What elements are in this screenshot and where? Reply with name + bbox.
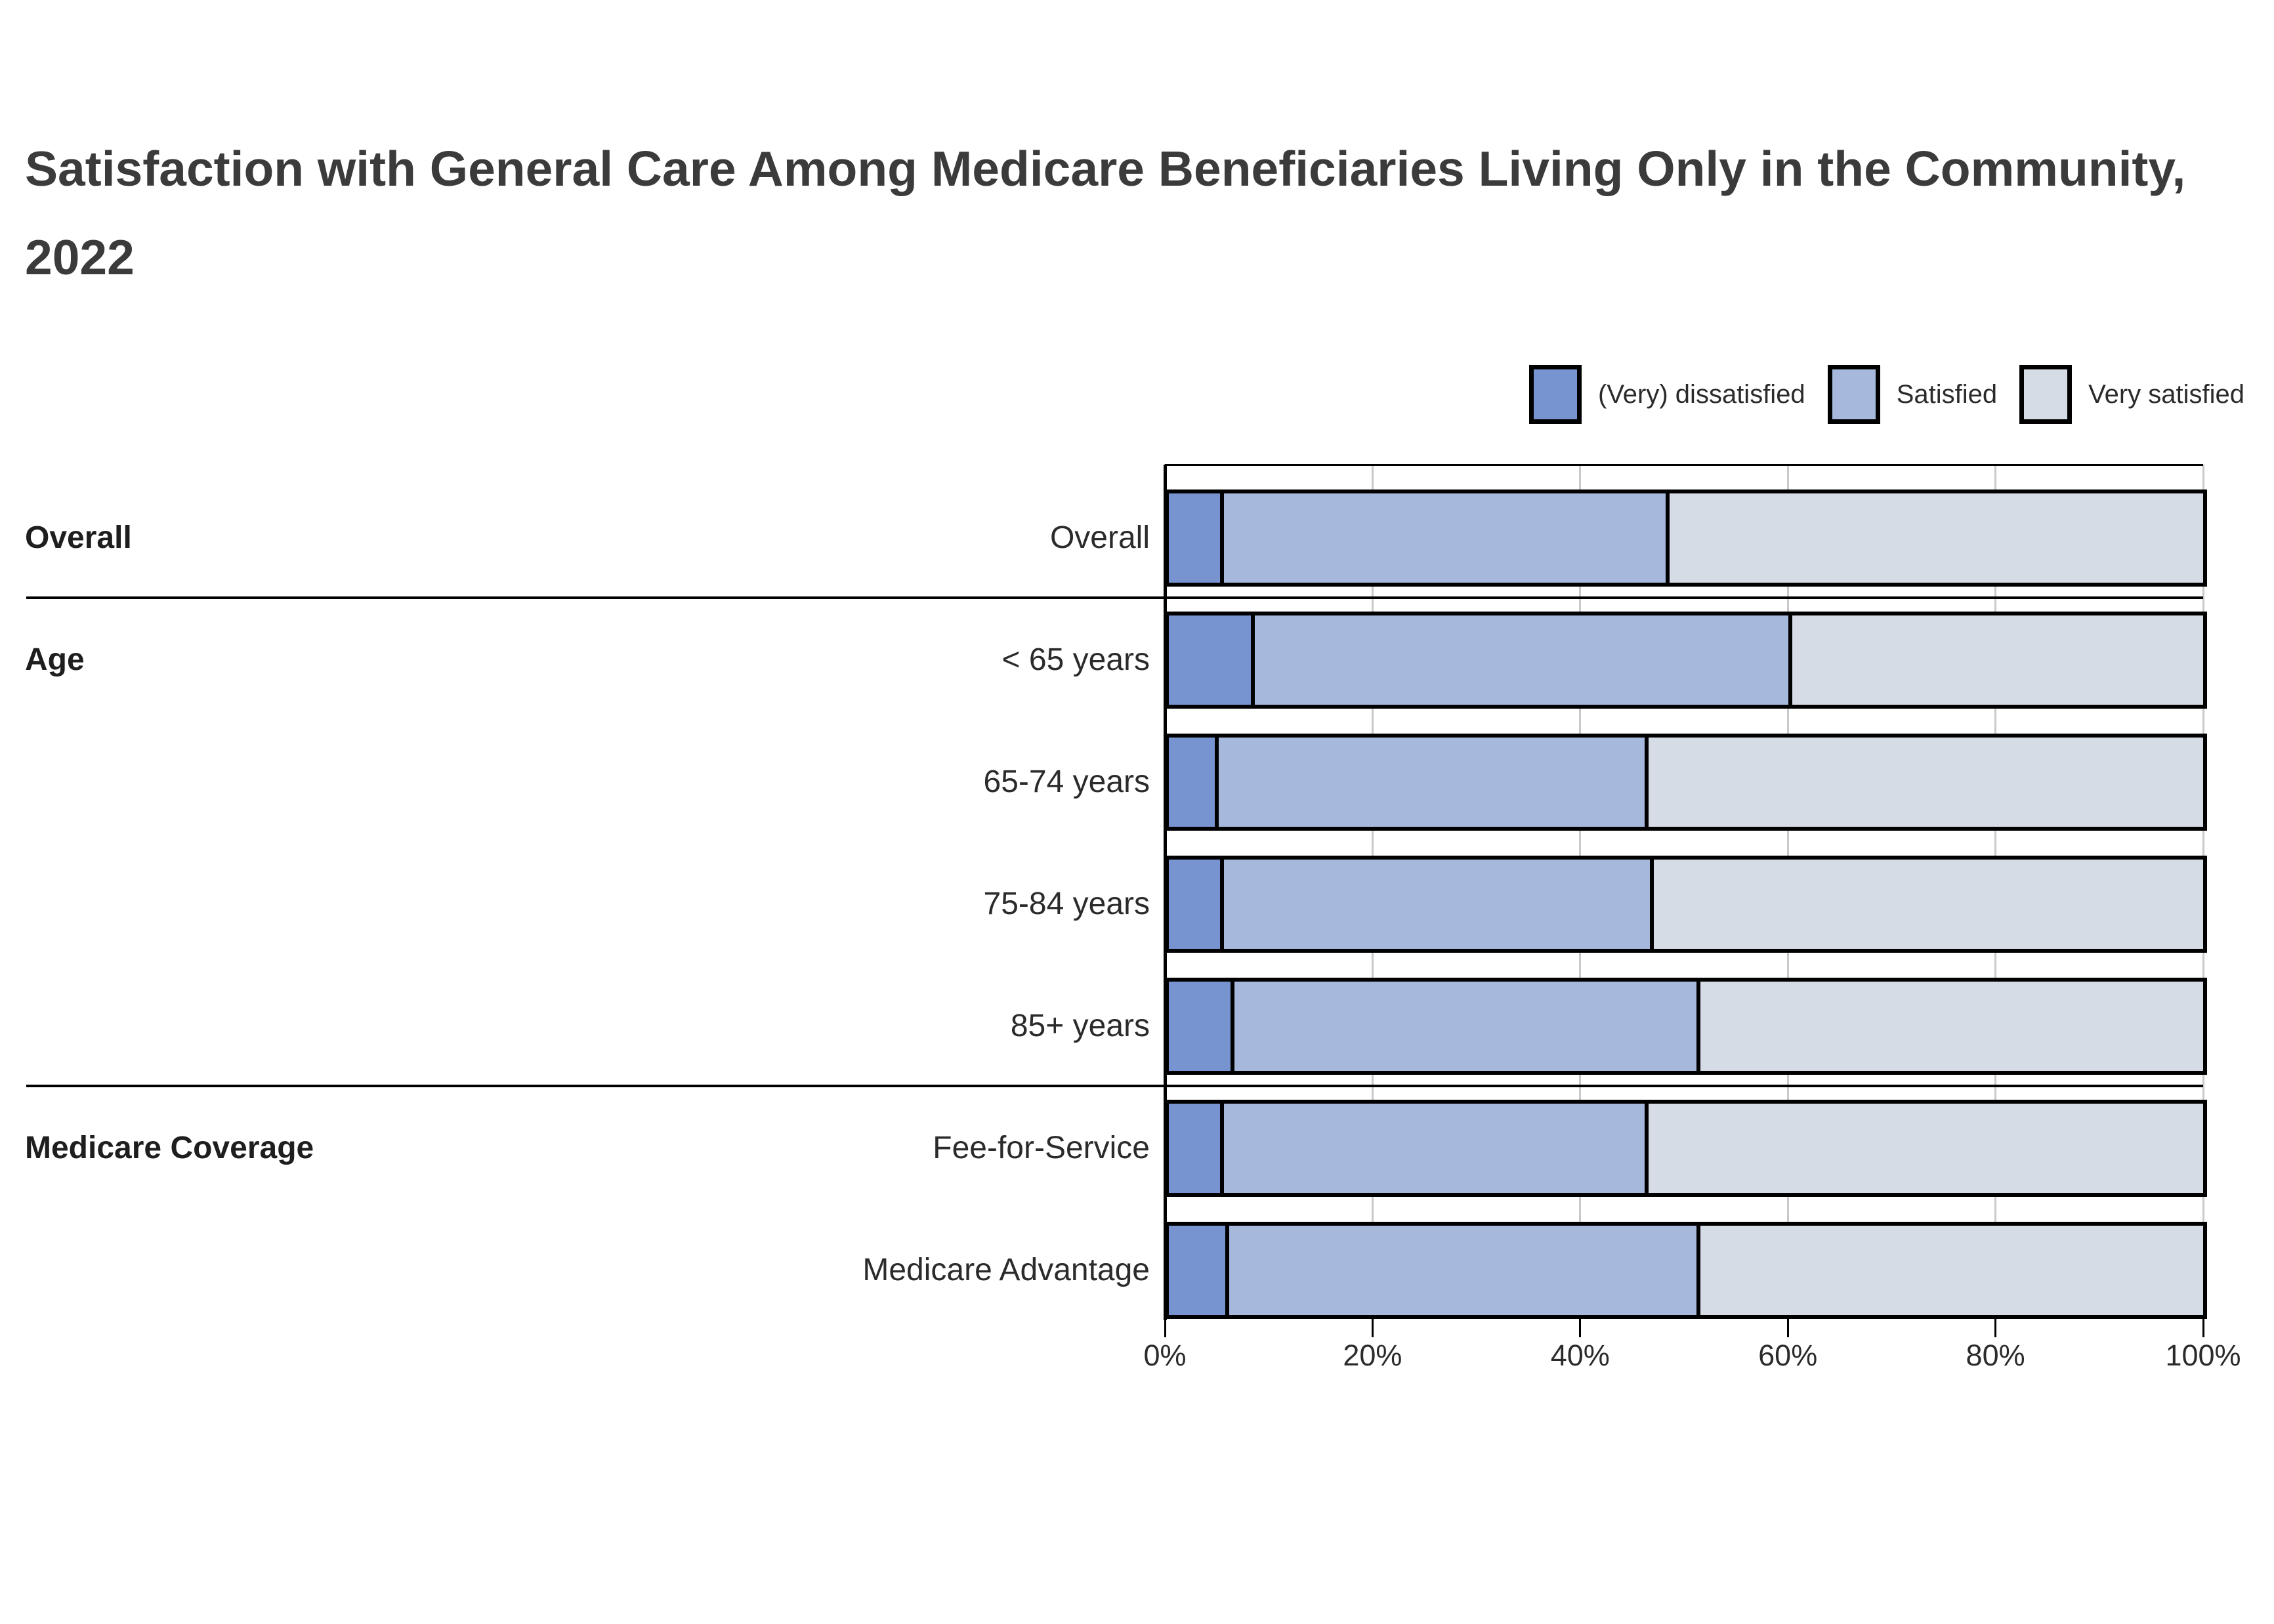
legend: (Very) dissatisfied Satisfied Very satisfi… [1529, 362, 2244, 427]
stacked-bar [1165, 1222, 2207, 1319]
row-label: Overall [1049, 520, 1150, 555]
bar-segment-very-satisfied [1700, 1226, 2203, 1315]
bar-segment-dissatisfied [1169, 493, 1221, 583]
bar-segment-satisfied [1220, 493, 1670, 583]
row-label: Fee-for-Service [933, 1131, 1150, 1165]
stacked-bar [1165, 489, 2207, 587]
x-tick-label: 60% [1758, 1339, 1818, 1372]
bar-segment-very-satisfied [1669, 493, 2203, 583]
legend-item: Very satisfied [2019, 365, 2244, 424]
legend-swatch-satisfied [1827, 365, 1880, 424]
stacked-bar [1165, 612, 2207, 709]
bar-segment-satisfied [1215, 738, 1649, 827]
group-label: Overall [25, 520, 132, 555]
legend-item: Satisfied [1827, 365, 1998, 424]
stacked-bar [1165, 856, 2207, 953]
bar-segment-very-satisfied [1649, 738, 2203, 827]
x-tick [1786, 1319, 1789, 1337]
y-axis-line [1164, 465, 1167, 1320]
row-label: 65-74 years [983, 764, 1150, 799]
legend-item: (Very) dissatisfied [1529, 365, 1805, 424]
x-tick [1994, 1319, 1997, 1337]
row-label: Medicare Advantage [862, 1253, 1150, 1287]
section-separator [26, 596, 2203, 599]
bar-segment-dissatisfied [1169, 982, 1231, 1071]
bar-segment-very-satisfied [1654, 860, 2203, 949]
stacked-bar [1165, 978, 2207, 1075]
bar-segment-very-satisfied [1700, 982, 2203, 1071]
stacked-bar [1165, 1100, 2207, 1197]
bar-segment-dissatisfied [1169, 1104, 1221, 1193]
x-tick-label: 40% [1550, 1339, 1610, 1372]
x-tick-label: 20% [1343, 1339, 1402, 1372]
group-label: Medicare Coverage [25, 1131, 314, 1165]
legend-label: Very satisfied [2088, 379, 2244, 409]
x-tick [1164, 1319, 1166, 1337]
x-tick-label: 80% [1966, 1339, 2025, 1372]
group-label: Age [25, 642, 85, 677]
bar-segment-dissatisfied [1169, 738, 1215, 827]
bar-segment-satisfied [1220, 860, 1654, 949]
bar-segment-satisfied [1225, 1226, 1700, 1315]
row-label: < 65 years [1001, 642, 1150, 677]
x-tick [1579, 1319, 1582, 1337]
legend-swatch-very-satisfied [2019, 365, 2073, 424]
stacked-bar [1165, 734, 2207, 831]
x-tick [1371, 1319, 1374, 1337]
bar-segment-satisfied [1220, 1104, 1649, 1193]
legend-label: Satisfied [1896, 379, 1998, 409]
bar-segment-satisfied [1251, 615, 1793, 705]
section-separator [26, 1085, 2203, 1087]
bar-segment-satisfied [1230, 982, 1700, 1071]
chart-title: Satisfaction with General Care Among Med… [25, 141, 2186, 285]
bar-segment-dissatisfied [1169, 1226, 1226, 1315]
bar-segment-very-satisfied [1649, 1104, 2203, 1193]
plot-top-border [1165, 464, 2203, 466]
legend-swatch-dissatisfied [1529, 365, 1582, 424]
row-label: 85+ years [1010, 1009, 1150, 1043]
x-tick-label: 0% [1143, 1339, 1187, 1372]
legend-label: (Very) dissatisfied [1598, 379, 1805, 409]
bar-segment-very-satisfied [1792, 615, 2203, 705]
x-tick-label: 100% [2165, 1339, 2241, 1372]
row-label: 75-84 years [983, 886, 1150, 921]
bar-segment-dissatisfied [1169, 615, 1252, 705]
x-tick [2202, 1319, 2204, 1337]
bar-segment-dissatisfied [1169, 860, 1221, 949]
